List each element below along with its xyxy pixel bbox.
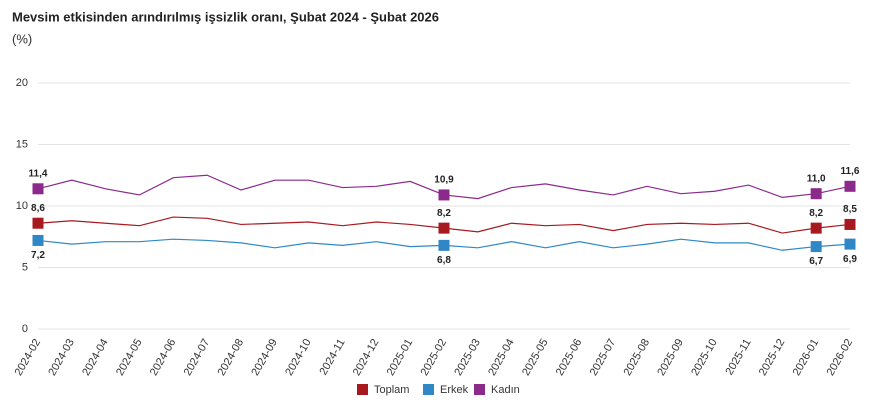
data-label: 8,2 [437,208,451,219]
x-tick-label: 2025-09 [655,337,686,378]
x-tick-label: 2025-10 [689,337,720,378]
y-tick-label: 0 [22,323,28,335]
data-label: 6,8 [437,255,451,266]
point-marker [438,222,450,234]
x-tick-label: 2025-02 [419,337,450,378]
x-tick-label: 2025-08 [622,337,653,378]
y-tick-label: 20 [16,77,28,89]
x-tick-label: 2024-02 [13,337,44,378]
x-tick-label: 2025-04 [486,337,517,378]
legend-swatch [423,384,434,395]
legend-label: Kadın [491,384,520,396]
x-tick-label: 2024-04 [80,337,111,378]
x-tick-label: 2025-12 [757,337,788,378]
x-tick-label: 2024-08 [216,337,247,378]
data-label: 11,6 [841,166,860,177]
point-marker [438,189,450,201]
data-label: 8,2 [809,208,823,219]
data-label: 8,5 [843,204,857,215]
point-marker [32,234,44,246]
x-tick-label: 2025-03 [452,337,483,378]
x-tick-label: 2026-01 [791,337,822,378]
x-tick-label: 2024-09 [249,337,280,378]
y-tick-label: 10 [16,200,28,212]
x-tick-label: 2025-06 [554,337,585,378]
chart-subtitle: (%) [12,31,32,46]
data-label: 6,9 [843,254,857,265]
x-tick-label: 2025-05 [520,337,551,378]
point-marker [438,239,450,251]
x-tick-label: 2024-03 [46,337,77,378]
data-label: 6,7 [809,256,823,267]
point-marker [810,222,822,234]
y-tick-label: 5 [22,261,28,273]
x-tick-label: 2024-06 [148,337,179,378]
data-label: 8,6 [31,203,45,214]
x-tick-label: 2025-07 [588,337,619,378]
x-tick-label: 2024-07 [182,337,213,378]
x-tick-label: 2024-11 [317,337,347,377]
point-marker [844,180,856,192]
legend-label: Erkek [440,384,469,396]
legend-label: Toplam [374,384,409,396]
x-tick-label: 2025-01 [385,337,416,378]
x-tick-label: 2024-12 [351,337,382,378]
x-tick-label: 2026-02 [825,337,856,378]
point-marker [844,218,856,230]
point-marker [32,217,44,229]
legend-swatch [474,384,485,395]
x-tick-label: 2025-11 [723,337,753,377]
legend-swatch [357,384,368,395]
point-marker [810,188,822,200]
x-tick-label: 2024-10 [283,337,314,378]
data-label: 7,2 [31,250,45,261]
point-marker [32,183,44,195]
y-tick-label: 15 [16,138,28,150]
data-label: 11,4 [29,168,48,179]
data-label: 10,9 [434,175,454,186]
x-tick-label: 2024-05 [114,337,145,378]
point-marker [810,241,822,253]
data-label: 11,0 [807,173,826,184]
point-marker [844,238,856,250]
chart-title: Mevsim etkisinden arındırılmış işsizlik … [12,9,439,24]
